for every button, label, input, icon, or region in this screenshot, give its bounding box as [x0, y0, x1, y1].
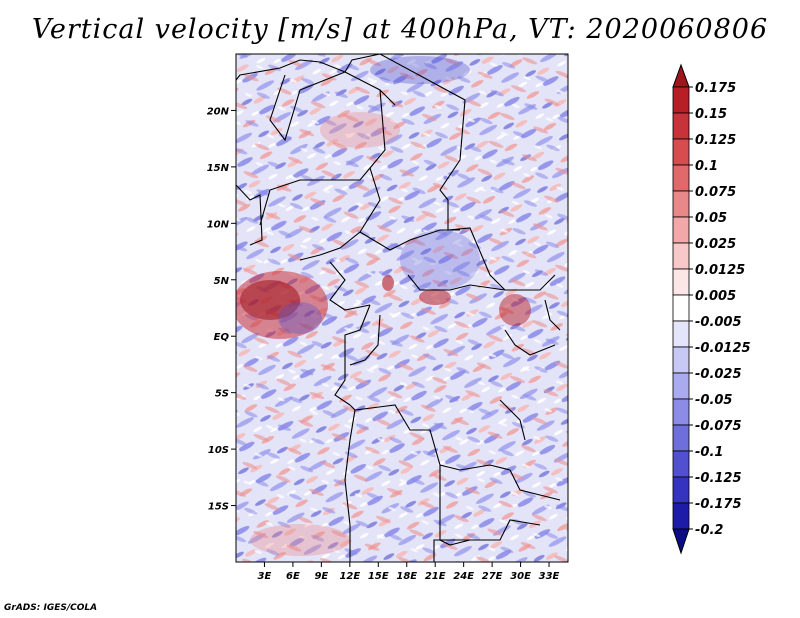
colorbar-swatch	[672, 320, 690, 348]
colorbar-label: 0.025	[695, 237, 736, 252]
colorbar-label: -0.075	[695, 419, 742, 434]
colorbar-label: -0.0125	[695, 341, 751, 356]
lon-label: 24E	[453, 571, 474, 582]
lon-label: 27E	[482, 571, 503, 582]
colorbar-label: 0.0125	[695, 263, 745, 278]
colorbar-label: -0.05	[695, 393, 732, 408]
colorbar-label: -0.125	[695, 471, 742, 486]
colorbar-swatch	[672, 372, 690, 400]
colorbar-swatch	[672, 164, 690, 192]
colorbar-label: -0.025	[695, 367, 742, 382]
colorbar-swatch	[672, 216, 690, 244]
country-borders	[236, 54, 561, 562]
colorbar-label: -0.005	[695, 315, 742, 330]
colorbar-label: 0.005	[695, 289, 736, 304]
colorbar-swatch	[672, 86, 690, 114]
lon-label: 3E	[258, 571, 272, 582]
colorbar-label: 0.15	[695, 107, 727, 122]
colorbar-swatch	[672, 424, 690, 452]
lat-label: 15N	[207, 163, 230, 174]
colorbar-label: 0.05	[695, 211, 727, 226]
lat-label: 20N	[207, 106, 230, 117]
lat-label: 10N	[207, 219, 230, 230]
colorbar-swatch	[672, 112, 690, 140]
lat-label: 5N	[214, 276, 230, 287]
colorbar-label: 0.1	[695, 159, 718, 174]
latitude-axis: 20N 15N 10N 5N EQ 5S 10S 15S	[207, 106, 236, 513]
colorbar-bottom-arrow	[672, 528, 690, 555]
colorbar-swatch	[672, 294, 690, 322]
map-frame	[235, 53, 569, 563]
colorbar-top-arrow	[672, 63, 690, 88]
colorbar-label: 0.075	[695, 185, 736, 200]
lon-label: 21E	[425, 571, 446, 582]
grads-credit: GrADS: IGES/COLA	[4, 603, 98, 613]
lat-label: 5S	[215, 389, 229, 400]
colorbar-swatch	[672, 346, 690, 374]
colorbar-label: -0.2	[695, 523, 723, 538]
colorbar-label: -0.1	[695, 445, 723, 460]
lon-label: 9E	[314, 571, 328, 582]
colorbar-swatch	[672, 190, 690, 218]
colorbar-swatch	[672, 138, 690, 166]
velocity-field	[236, 54, 568, 562]
chart-title: Vertical velocity [m/s] at 400hPa, VT: 2…	[31, 14, 769, 45]
lon-label: 12E	[339, 571, 360, 582]
longitude-axis: 3E 6E 9E 12E 15E 18E 21E 24E 27E 30E 33E	[258, 562, 560, 582]
lon-label: 33E	[539, 571, 560, 582]
lon-label: 18E	[396, 571, 417, 582]
colorbar: 0.175 0.15 0.125 0.1 0.075 0.05 0.025 0.0125 0.0…	[672, 63, 751, 555]
lon-label: 30E	[510, 571, 531, 582]
colorbar-label: 0.125	[695, 133, 736, 148]
colorbar-swatch	[672, 398, 690, 426]
lon-label: 6E	[286, 571, 300, 582]
colorbar-swatch	[672, 502, 690, 530]
colorbar-swatch	[672, 450, 690, 478]
colorbar-swatch	[672, 242, 690, 270]
colorbar-swatch	[672, 268, 690, 296]
colorbar-swatch	[672, 476, 690, 504]
lat-label: 15S	[208, 502, 229, 513]
lat-label: 10S	[208, 445, 229, 456]
colorbar-label: 0.175	[695, 81, 736, 96]
colorbar-label: -0.175	[695, 497, 742, 512]
lat-label: EQ	[214, 332, 230, 343]
lon-label: 15E	[368, 571, 389, 582]
